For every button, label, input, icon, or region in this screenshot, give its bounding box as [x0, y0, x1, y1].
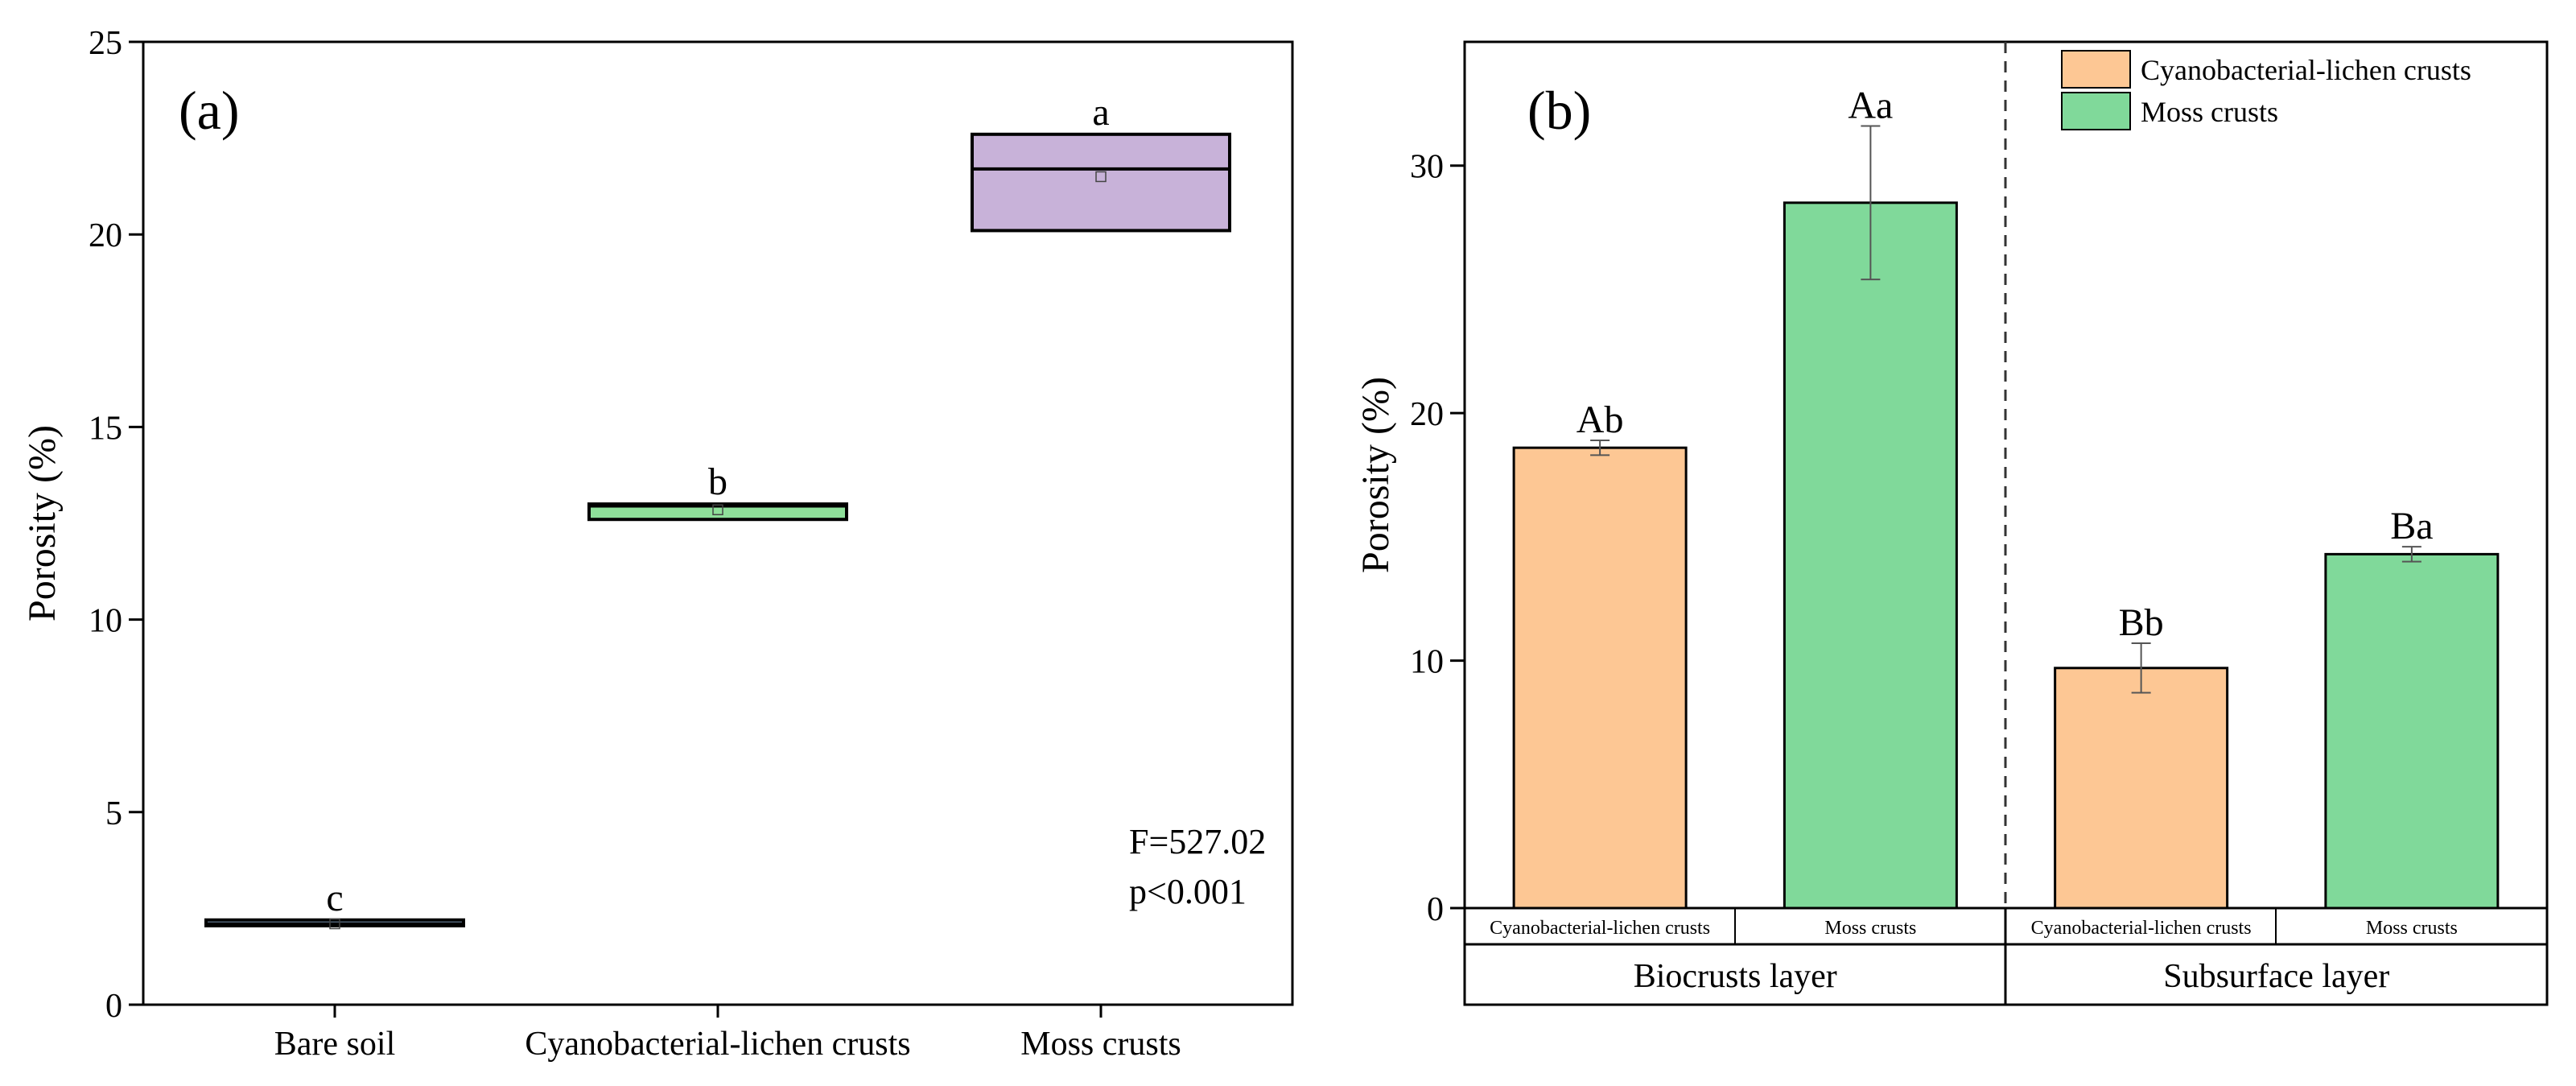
- panel-a-x-tick-label-2: Moss crusts: [1020, 1026, 1181, 1063]
- bar-group0-series1: [1783, 201, 1958, 910]
- panel-b-legend: Cyanobacterial-lichen crusts Moss crusts: [2061, 50, 2471, 130]
- panel-b-subcategory-labels: Cyanobacterial-lichen crusts Moss crusts C…: [1490, 918, 2458, 939]
- legend-swatch-moss: [2061, 92, 2131, 130]
- bar-significance-letter-group0-series1: Aa: [1848, 85, 1893, 127]
- bar-group1-series1: [2324, 552, 2500, 910]
- bar-significance-letter-group1-series0: Bb: [2119, 601, 2164, 644]
- box-2: [971, 132, 1231, 233]
- panel-a-y-axis-title: Porosity (%): [21, 425, 64, 621]
- panel-b-y-axis: 0 10 20 30: [1410, 149, 1465, 928]
- subcategory-label-3: Moss crusts: [2366, 918, 2458, 939]
- box-significance-letter-0: c: [326, 877, 343, 919]
- panel-b-bars: Ab Aa Bb Ba: [1512, 85, 2500, 910]
- panel-b-bar-chart: 0 10 20 30 Ab Aa Bb Ba Cyanobacterial-lichen c…: [1354, 40, 2549, 1006]
- panel-a-x-tick-label-1: Cyanobacterial-lichen crusts: [525, 1026, 910, 1063]
- bar-significance-letter-group1-series1: Ba: [2390, 505, 2433, 547]
- legend-label-cyanobacterial: Cyanobacterial-lichen crusts: [2141, 54, 2471, 86]
- panel-b-y-axis-title: Porosity (%): [1354, 377, 1397, 573]
- panel-a-label: (a): [179, 80, 239, 141]
- subcategory-label-1: Moss crusts: [1824, 918, 1916, 939]
- panel-b-y-tick-label-2: 20: [1410, 396, 1444, 433]
- panel-a-y-tick-label-3: 15: [89, 410, 122, 447]
- group-label-1: Subsurface layer: [2163, 958, 2389, 995]
- panel-a-y-axis: 0 5 10 15 20 25: [89, 25, 143, 1025]
- legend-swatch-cyanobacterial: [2061, 50, 2131, 89]
- subcategory-label-2: Cyanobacterial-lichen crusts: [2031, 918, 2252, 939]
- bar-group1-series0: [2054, 667, 2229, 910]
- panel-b-label: (b): [1527, 80, 1591, 141]
- panel-a-f-statistic: F=527.02: [1129, 822, 1266, 861]
- panel-b-y-tick-label-1: 10: [1410, 644, 1444, 681]
- box-1: [587, 502, 848, 522]
- panel-a-p-value: p<0.001: [1129, 872, 1247, 911]
- panel-b-group-labels: Biocrusts layer Subsurface layer: [1634, 958, 2390, 995]
- panel-a-y-tick-label-2: 10: [89, 603, 122, 640]
- panel-a-x-axis: Bare soil Cyanobacterial-lichen crusts Mos…: [274, 1005, 1181, 1063]
- subcategory-label-0: Cyanobacterial-lichen crusts: [1490, 918, 1710, 939]
- panel-a-box-plot: 0 5 10 15 20 25 Bare soil Cyanobacterial-liche…: [21, 25, 1294, 1063]
- box-mean-marker-1: [712, 504, 723, 516]
- box-significance-letter-1: b: [708, 460, 727, 503]
- panel-a-x-tick-label-0: Bare soil: [274, 1026, 395, 1063]
- bar-group0-series0: [1512, 446, 1688, 910]
- panel-b-y-tick-label-3: 30: [1410, 149, 1444, 186]
- panel-a-y-tick-label-1: 5: [105, 795, 122, 832]
- panel-a-y-tick-label-5: 25: [89, 25, 122, 62]
- panel-a-y-tick-label-0: 0: [105, 988, 122, 1025]
- panel-a-y-tick-label-4: 20: [89, 217, 122, 254]
- panel-b-y-tick-label-0: 0: [1427, 891, 1444, 928]
- legend-label-moss: Moss crusts: [2141, 96, 2278, 128]
- box-significance-letter-2: a: [1092, 91, 1109, 134]
- group-label-0: Biocrusts layer: [1634, 958, 1837, 995]
- panel-a-boxes: c b a: [204, 91, 1231, 930]
- bar-significance-letter-group0-series0: Ab: [1577, 398, 1624, 441]
- box-mean-marker-0: [329, 918, 340, 930]
- box-mean-marker-2: [1095, 171, 1107, 183]
